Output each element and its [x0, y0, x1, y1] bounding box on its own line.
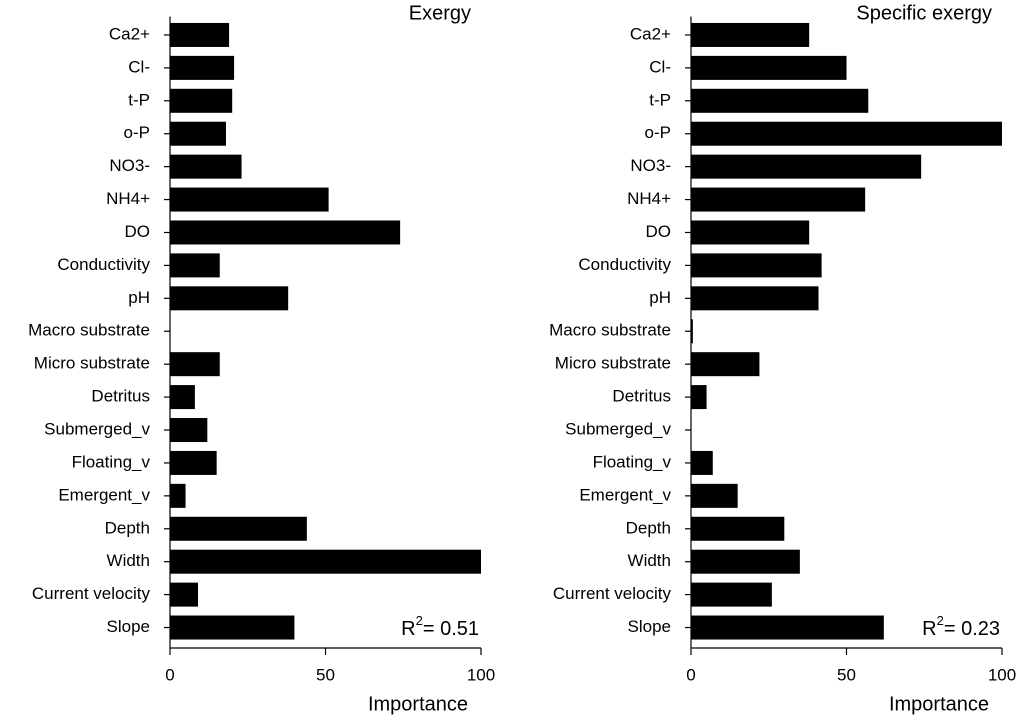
- chart-title: Exergy: [409, 2, 471, 24]
- y-tick-label: Cl-: [649, 57, 671, 76]
- x-tick-label: 0: [686, 665, 695, 684]
- annotation-rest: = 0.23: [944, 618, 1000, 640]
- bar: [170, 385, 195, 410]
- y-tick-label: Ca2+: [109, 24, 150, 43]
- y-tick-label: Conductivity: [57, 255, 150, 274]
- y-tick-label: Slope: [107, 617, 150, 636]
- y-tick-label: Ca2+: [630, 24, 671, 43]
- y-tick-label: Width: [107, 551, 150, 570]
- bar: [170, 450, 217, 475]
- y-tick-label: Detritus: [612, 387, 671, 406]
- y-tick-label: NO3-: [109, 156, 150, 175]
- bar: [691, 483, 738, 508]
- bar: [170, 88, 233, 113]
- panel: 0 50 100 Importance Specific exergy Ca2+ Cl-t-…: [549, 2, 1016, 715]
- y-tick-label: Width: [628, 551, 671, 570]
- bar: [691, 253, 822, 278]
- y-tick-label: Current velocity: [32, 584, 151, 603]
- bar: [691, 187, 866, 212]
- y-tick-label: o-P: [124, 123, 150, 142]
- bar: [170, 615, 295, 640]
- x-axis-label: Importance: [889, 693, 989, 715]
- bar: [170, 352, 220, 377]
- bar: [170, 418, 208, 443]
- x-tick-label: 100: [988, 665, 1016, 684]
- bar: [170, 483, 186, 508]
- bar: [691, 352, 760, 377]
- y-tick-label: NH4+: [627, 189, 671, 208]
- y-tick-label: Conductivity: [578, 255, 671, 274]
- y-tick-label: t-P: [649, 90, 671, 109]
- y-tick-label: Submerged_v: [44, 419, 150, 438]
- x-tick-label: 0: [165, 665, 174, 684]
- bar: [691, 319, 693, 344]
- y-tick-label: Submerged_v: [565, 419, 671, 438]
- bar: [691, 154, 922, 179]
- y-tick-label: Detritus: [91, 387, 150, 406]
- bar: [170, 582, 198, 607]
- bar: [170, 253, 220, 278]
- bar: [691, 516, 785, 541]
- annotation-base: R: [401, 618, 415, 640]
- x-axis-label: Importance: [368, 693, 468, 715]
- y-tick-label: Emergent_v: [58, 485, 150, 504]
- annotation-rest: = 0.51: [423, 618, 479, 640]
- y-tick-label: Floating_v: [72, 452, 151, 471]
- bar: [691, 286, 819, 311]
- y-tick-label: NO3-: [630, 156, 671, 175]
- x-tick-label: 50: [316, 665, 335, 684]
- bar: [170, 549, 481, 574]
- y-tick-label: Slope: [628, 617, 671, 636]
- bar: [170, 121, 226, 146]
- bar: [170, 286, 289, 311]
- y-tick-label: NH4+: [106, 189, 150, 208]
- y-tick-label: Macro substrate: [28, 321, 150, 340]
- y-tick-label: Cl-: [128, 57, 150, 76]
- bar: [170, 187, 329, 212]
- y-tick-label: Micro substrate: [34, 354, 150, 373]
- bar: [691, 385, 707, 410]
- bar: [691, 22, 810, 47]
- y-tick-label: DO: [125, 222, 151, 241]
- y-tick-label: DO: [646, 222, 672, 241]
- bar: [691, 55, 847, 80]
- bar: [691, 88, 869, 113]
- bar: [691, 615, 884, 640]
- chart-title: Specific exergy: [856, 2, 992, 24]
- panel: 0 50 100 Importance Exergy Ca2+ Cl-t-P o-P NO3- N…: [28, 2, 495, 715]
- bar: [691, 121, 1002, 146]
- y-tick-label: Floating_v: [593, 452, 672, 471]
- bar: [691, 549, 800, 574]
- bar: [691, 450, 713, 475]
- annotation: R2= 0.23: [922, 613, 1000, 640]
- y-tick-label: pH: [128, 288, 150, 307]
- bar: [170, 220, 401, 245]
- annotation: R2= 0.51: [401, 613, 479, 640]
- y-tick-label: Micro substrate: [555, 354, 671, 373]
- x-tick-label: 100: [467, 665, 495, 684]
- annotation-sup: 2: [416, 613, 423, 628]
- annotation-sup: 2: [937, 613, 944, 628]
- bar: [170, 22, 230, 47]
- x-tick-label: 50: [837, 665, 856, 684]
- bar: [170, 154, 242, 179]
- bar: [170, 516, 307, 541]
- y-tick-label: pH: [649, 288, 671, 307]
- annotation-base: R: [922, 618, 936, 640]
- y-tick-label: Depth: [626, 518, 671, 537]
- y-tick-label: t-P: [128, 90, 150, 109]
- y-tick-label: Macro substrate: [549, 321, 671, 340]
- bar: [691, 582, 772, 607]
- y-tick-label: Emergent_v: [579, 485, 671, 504]
- bar: [691, 220, 810, 245]
- y-tick-label: o-P: [645, 123, 671, 142]
- y-tick-label: Depth: [105, 518, 150, 537]
- bar: [170, 55, 235, 80]
- y-tick-label: Current velocity: [553, 584, 672, 603]
